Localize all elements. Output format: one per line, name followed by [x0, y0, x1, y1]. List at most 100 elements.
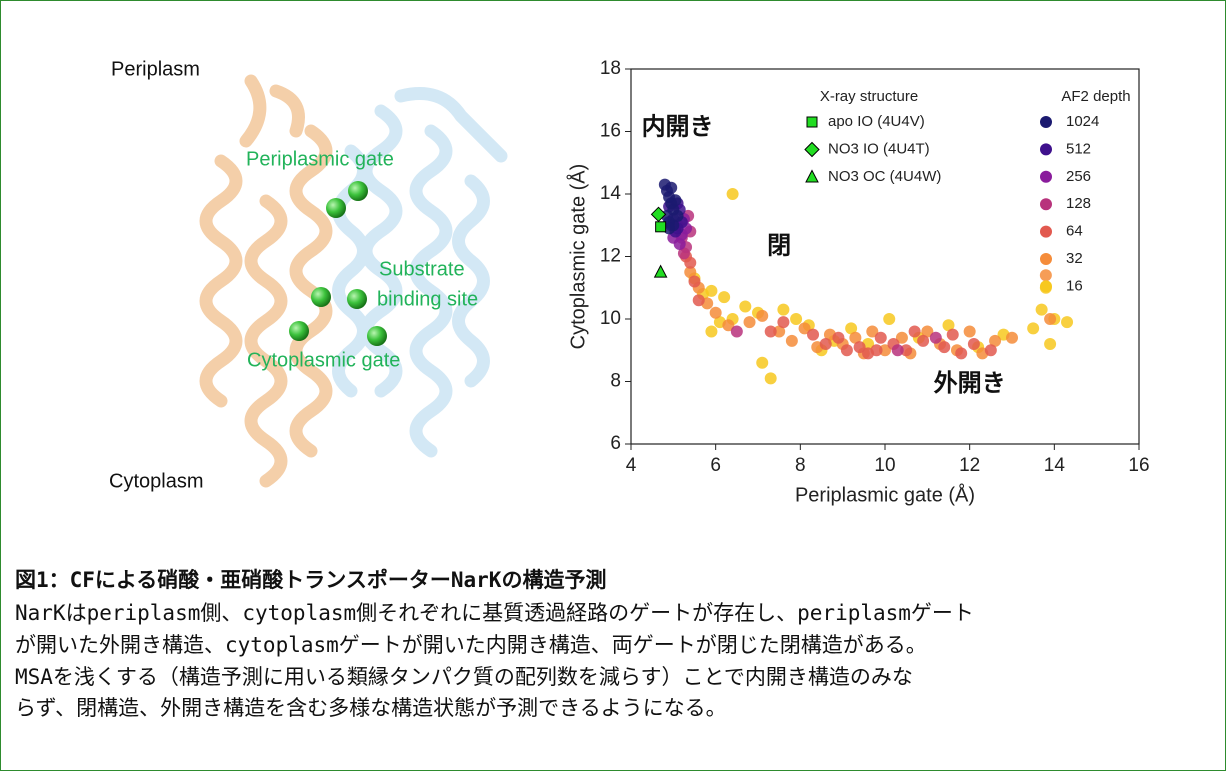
point [667, 213, 679, 225]
point [799, 322, 811, 334]
point [667, 219, 679, 231]
x-tick-label: 8 [795, 455, 806, 476]
point [866, 326, 878, 338]
point [824, 329, 836, 341]
legend-marker [1040, 198, 1052, 210]
legend-label: 32 [1066, 250, 1083, 267]
point [1044, 313, 1056, 325]
point [786, 335, 798, 347]
legend-label: 512 [1066, 140, 1091, 157]
point [722, 319, 734, 331]
point [1061, 316, 1073, 328]
sphere [348, 181, 368, 201]
x-tick-label: 4 [626, 455, 637, 476]
legend-label: 16 [1066, 277, 1083, 294]
annotation: 内開き [642, 114, 714, 141]
legend-title: AF2 depth [1061, 88, 1130, 105]
y-axis-label: Cytoplasmic gate (Å) [566, 164, 589, 350]
point [976, 347, 988, 359]
legend-marker [1040, 280, 1052, 292]
region-label: Cytoplasm [109, 470, 203, 492]
point [684, 226, 696, 238]
point [676, 232, 688, 244]
caption-line: MSAを浅くする（構造予測に用いる類縁タンパク質の配列数を減らす）ことで内開き構… [15, 661, 913, 691]
point [669, 226, 681, 238]
y-tick-label: 18 [600, 58, 621, 79]
point [756, 357, 768, 369]
point [710, 307, 722, 319]
region-label: Periplasm [111, 58, 200, 80]
point [663, 191, 675, 203]
point [921, 326, 933, 338]
sphere [326, 198, 346, 218]
site-label: Periplasmic gate [246, 148, 394, 170]
point [672, 222, 684, 234]
point [1027, 322, 1039, 334]
point [680, 241, 692, 253]
point [665, 182, 677, 194]
marker-square [656, 222, 666, 232]
caption-title: 図1：CFによる硝酸・亜硝酸トランスポーターNarKの構造予測 [15, 564, 606, 594]
x-tick-label: 16 [1128, 455, 1149, 476]
legend-marker [1040, 143, 1052, 155]
point [930, 332, 942, 344]
point [663, 216, 675, 228]
point [682, 210, 694, 222]
point [883, 313, 895, 325]
point [989, 335, 1001, 347]
plot-frame [631, 69, 1139, 444]
point [896, 332, 908, 344]
x-tick-label: 12 [959, 455, 980, 476]
site-label: Substrate [379, 258, 465, 280]
point [672, 197, 684, 209]
point [968, 338, 980, 350]
x-tick-label: 10 [874, 455, 895, 476]
point [879, 344, 891, 356]
point [875, 332, 887, 344]
point [837, 338, 849, 350]
point [676, 216, 688, 228]
site-label: binding site [377, 288, 478, 310]
point [731, 326, 743, 338]
point [676, 229, 688, 241]
point [1006, 332, 1018, 344]
y-tick-label: 14 [600, 183, 622, 204]
point [1040, 282, 1052, 294]
legend-title: X-ray structure [820, 88, 918, 105]
helices [206, 81, 501, 481]
x-axis-label: Periplasmic gate (Å) [795, 483, 975, 506]
point [858, 347, 870, 359]
caption-line: が開いた外開き構造、cytoplasmゲートが開いた内開き構造、両ゲートが閉じた… [15, 629, 927, 659]
caption-line: らず、閉構造、外開き構造を含む多様な構造状態が予測できるようになる。 [15, 692, 727, 722]
point [663, 222, 675, 234]
point [756, 310, 768, 322]
point [904, 347, 916, 359]
point [951, 344, 963, 356]
y-tick-label: 8 [610, 371, 621, 392]
point [1040, 269, 1052, 281]
point [985, 344, 997, 356]
point [689, 276, 701, 288]
point [714, 316, 726, 328]
sphere [289, 321, 309, 341]
legend-label: 128 [1066, 195, 1091, 212]
point [705, 326, 717, 338]
point [765, 326, 777, 338]
point [705, 285, 717, 297]
sphere [347, 289, 367, 309]
legend-marker [1040, 253, 1052, 265]
legend-label: 256 [1066, 168, 1091, 185]
point [790, 313, 802, 325]
point [777, 316, 789, 328]
y-tick-label: 16 [600, 121, 621, 142]
x-tick-label: 14 [1044, 455, 1066, 476]
point [909, 326, 921, 338]
point [1036, 304, 1048, 316]
point [871, 344, 883, 356]
point [665, 197, 677, 209]
annotation: 外開き [934, 369, 1006, 397]
point [934, 338, 946, 350]
legend-marker [1040, 171, 1052, 183]
protein-illustration: Periplasm Periplasmic gate Substrate bin… [1, 1, 561, 521]
legend-marker [1040, 116, 1052, 128]
